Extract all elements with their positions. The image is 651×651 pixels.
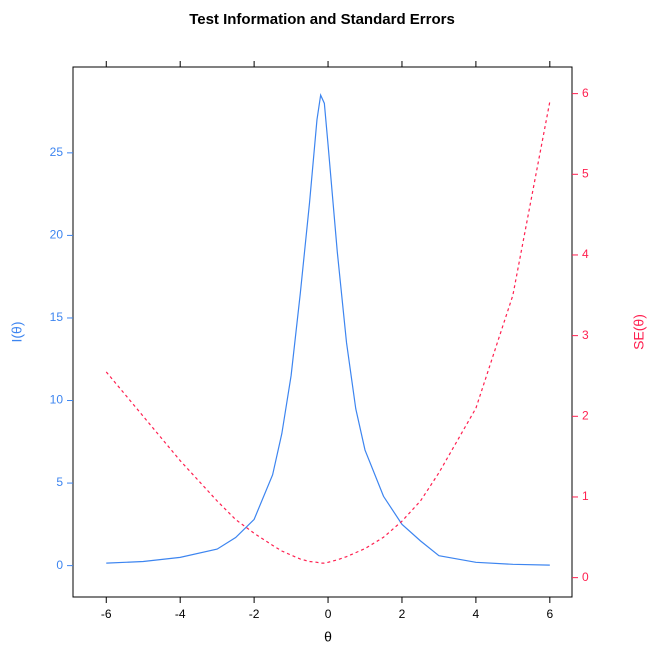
y2-tick-label: 1 [582, 489, 589, 503]
x-tick-label: 6 [546, 607, 553, 621]
y2-tick-label: 2 [582, 408, 589, 422]
x-tick-label: 2 [399, 607, 406, 621]
x-tick-label: 4 [473, 607, 480, 621]
x-tick-label: -6 [101, 607, 112, 621]
y2-tick-label: 6 [582, 86, 589, 100]
y-axis-label: I(θ) [9, 322, 25, 343]
y2-axis-label: SE(θ) [631, 314, 647, 350]
y-tick-label: 25 [50, 145, 64, 159]
series-line [105, 101, 551, 564]
y-tick-label: 5 [56, 475, 63, 489]
plot-frame [72, 66, 573, 598]
y2-tick-label: 4 [582, 247, 589, 261]
y-tick-label: 15 [50, 310, 64, 324]
x-tick-label: -4 [175, 607, 186, 621]
y-tick-label: 10 [50, 393, 64, 407]
y-tick-label: 20 [50, 228, 64, 242]
y2-tick-label: 5 [582, 166, 589, 180]
y2-tick-label: 0 [582, 570, 589, 584]
series-line [106, 92, 550, 566]
x-tick-label: 0 [325, 607, 332, 621]
x-axis-label: θ [324, 629, 332, 645]
x-tick-label: -2 [249, 607, 260, 621]
y2-tick-label: 3 [582, 328, 589, 342]
chart-title: Test Information and Standard Errors [189, 11, 455, 28]
y-tick-label: 0 [56, 558, 63, 572]
